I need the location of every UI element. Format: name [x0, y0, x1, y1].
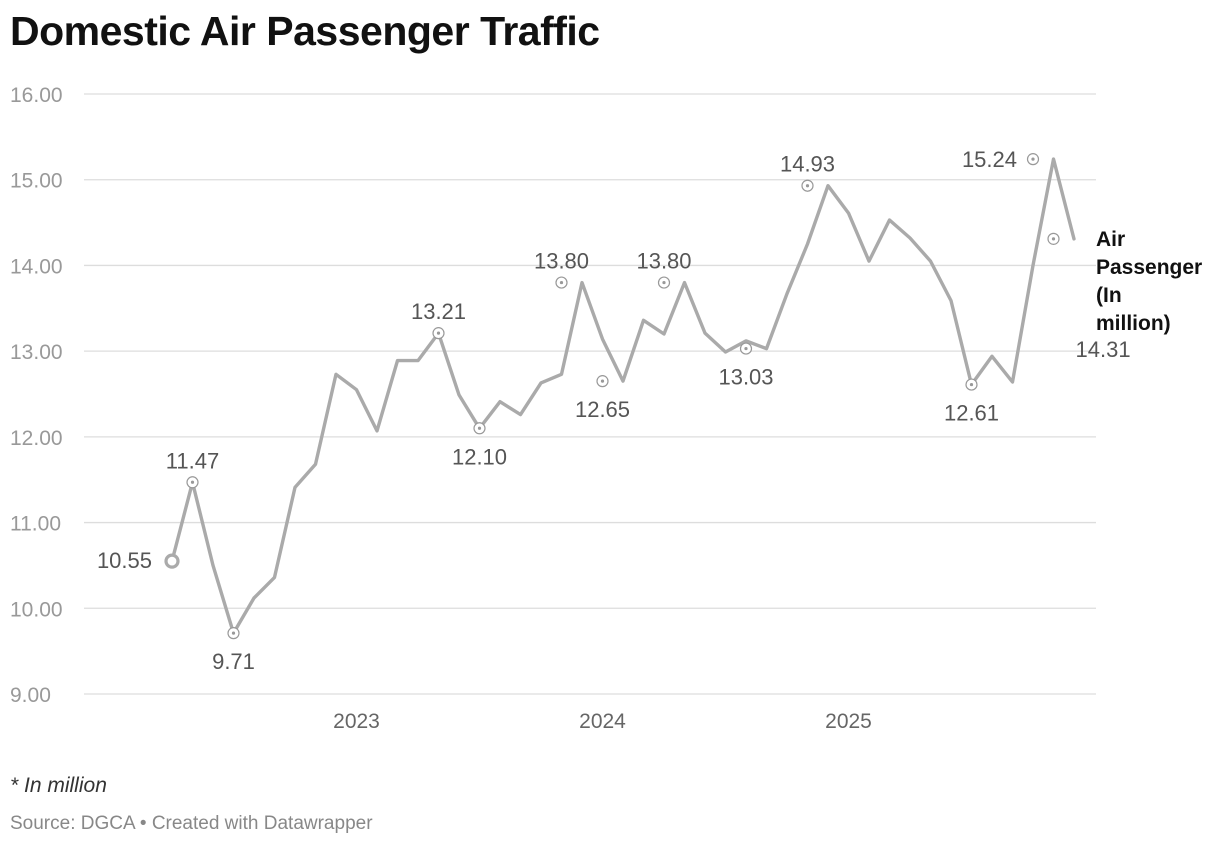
point-marker-dot	[805, 184, 810, 188]
data-label: 13.80	[534, 249, 589, 274]
x-axis-ticks: 2023 2024 2025	[333, 710, 872, 733]
point-marker-dot	[744, 346, 748, 351]
point-marker-dot	[969, 382, 974, 387]
y-tick-label: 10.00	[10, 598, 63, 621]
data-label: 12.61	[944, 401, 999, 426]
data-label: 11.47	[166, 448, 219, 473]
data-label: 10.55	[97, 548, 152, 573]
data-label: 9.71	[212, 649, 255, 674]
x-tick-label: 2025	[825, 710, 872, 733]
point-marker-dot	[190, 480, 195, 484]
y-axis-ticks: 16.00 15.00 14.00 13.00 12.00 11.00 10.00 9.00	[10, 84, 63, 707]
series-name-line: Passenger	[1096, 256, 1202, 279]
data-label: 13.80	[636, 249, 691, 274]
data-label: 13.03	[718, 365, 773, 390]
series-name-line: (In	[1096, 284, 1122, 307]
data-label: 15.24	[962, 147, 1017, 172]
point-marker-dot	[1031, 157, 1035, 161]
y-tick-label: 14.00	[10, 255, 63, 278]
data-label: 14.93	[780, 152, 835, 177]
x-tick-label: 2023	[333, 710, 380, 733]
y-tick-label: 16.00	[10, 84, 63, 107]
y-tick-label: 11.00	[10, 513, 61, 536]
point-marker-dot	[600, 379, 605, 383]
point-marker-dot	[436, 331, 441, 335]
series-name-line: million)	[1096, 312, 1171, 335]
data-labels: 10.55 11.47 9.71 13.21 12.10 13.80 12.65 13.80 1…	[97, 147, 1131, 674]
point-marker-dot	[662, 280, 666, 285]
x-tick-label: 2024	[579, 710, 626, 733]
series-name-label: Air Passenger (In million)	[1096, 228, 1202, 335]
point-marker-dot	[1051, 237, 1056, 241]
data-label: 12.65	[575, 397, 630, 422]
series-line	[170, 157, 1076, 635]
data-label: 12.10	[452, 444, 507, 469]
series-polyline	[170, 157, 1076, 635]
y-tick-label: 9.00	[10, 684, 51, 707]
endpoint-marker	[164, 553, 180, 569]
y-tick-label: 12.00	[10, 427, 63, 450]
data-points	[164, 153, 1060, 640]
chart-title: Domestic Air Passenger Traffic	[10, 8, 600, 54]
data-label: 13.21	[411, 299, 466, 324]
series-label: Air Passenger (In million)	[1096, 228, 1202, 335]
gridlines	[84, 93, 1096, 695]
series-name-line: Air	[1096, 228, 1125, 251]
data-label: 14.31	[1076, 337, 1131, 362]
point-marker-dot	[231, 631, 236, 635]
point-marker-dot	[559, 280, 564, 285]
y-tick-label: 13.00	[10, 341, 63, 364]
source-credit: Source: DGCA • Created with Datawrapper	[10, 813, 373, 834]
y-tick-label: 15.00	[10, 170, 63, 193]
footnote: * In million	[10, 774, 107, 797]
point-marker-dot	[477, 426, 482, 430]
